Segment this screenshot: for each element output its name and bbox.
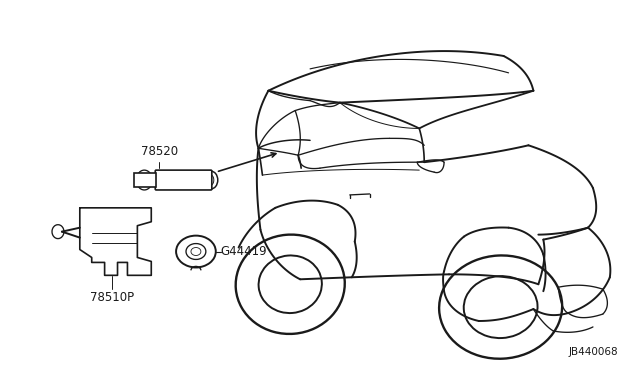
FancyBboxPatch shape: [156, 170, 212, 190]
Text: 78510P: 78510P: [90, 291, 134, 304]
Text: JB440068: JB440068: [568, 347, 618, 357]
Bar: [134, 173, 156, 187]
Text: 78520: 78520: [141, 145, 178, 158]
Text: G44419: G44419: [221, 245, 268, 258]
